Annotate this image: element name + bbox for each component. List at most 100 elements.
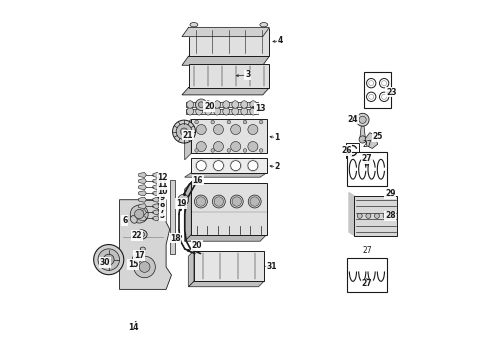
Polygon shape [182, 28, 269, 37]
Circle shape [359, 116, 366, 123]
Polygon shape [185, 183, 191, 241]
Text: 11: 11 [157, 180, 168, 189]
Ellipse shape [136, 230, 147, 239]
Ellipse shape [232, 101, 239, 108]
Circle shape [356, 113, 369, 126]
Text: 25: 25 [372, 132, 383, 141]
Ellipse shape [190, 23, 198, 27]
Circle shape [248, 161, 258, 171]
Polygon shape [139, 197, 147, 202]
Ellipse shape [187, 101, 194, 108]
Text: 3: 3 [245, 71, 250, 80]
Text: 9: 9 [160, 193, 165, 202]
Bar [347, 152, 387, 186]
Text: 19: 19 [176, 199, 186, 208]
Circle shape [227, 149, 231, 152]
Ellipse shape [241, 108, 247, 115]
Text: 21: 21 [182, 131, 193, 140]
Ellipse shape [196, 101, 202, 108]
Circle shape [212, 195, 225, 208]
Bar [354, 196, 397, 235]
Text: 28: 28 [385, 211, 395, 220]
Text: 2: 2 [275, 162, 280, 171]
Text: 12: 12 [157, 174, 168, 183]
Circle shape [211, 149, 215, 152]
Ellipse shape [250, 101, 257, 108]
Bar [186, 102, 258, 107]
Polygon shape [153, 216, 159, 221]
Bar [191, 183, 267, 235]
Text: 30: 30 [100, 258, 110, 267]
Text: 10: 10 [157, 187, 168, 196]
Ellipse shape [232, 108, 239, 115]
Text: 23: 23 [386, 87, 396, 96]
Circle shape [231, 161, 241, 171]
Circle shape [232, 197, 242, 206]
Circle shape [367, 78, 376, 88]
Polygon shape [139, 172, 147, 177]
Circle shape [379, 92, 389, 102]
Bar [347, 258, 387, 292]
Circle shape [196, 141, 206, 152]
Text: 18: 18 [170, 234, 180, 243]
Ellipse shape [241, 101, 247, 108]
Circle shape [195, 195, 207, 208]
Bar [194, 251, 264, 281]
Bar [346, 143, 359, 158]
Polygon shape [153, 172, 159, 177]
Polygon shape [153, 204, 159, 209]
Ellipse shape [260, 23, 268, 27]
Text: 8: 8 [160, 200, 165, 209]
Bar [364, 72, 391, 108]
Circle shape [103, 254, 114, 265]
Polygon shape [185, 173, 267, 177]
Text: 7: 7 [160, 206, 165, 215]
Ellipse shape [187, 108, 194, 115]
Circle shape [231, 141, 241, 152]
Text: 14: 14 [128, 323, 138, 332]
Circle shape [383, 213, 388, 219]
Circle shape [248, 195, 261, 208]
Circle shape [180, 128, 188, 135]
Polygon shape [139, 216, 147, 221]
Circle shape [379, 78, 389, 88]
Circle shape [243, 149, 247, 152]
Circle shape [172, 120, 196, 143]
Circle shape [107, 257, 111, 262]
Circle shape [231, 125, 241, 135]
Bar [189, 28, 269, 56]
Circle shape [359, 136, 366, 143]
Circle shape [98, 249, 120, 270]
Circle shape [196, 125, 206, 135]
Polygon shape [185, 235, 267, 241]
Circle shape [248, 141, 258, 152]
Circle shape [214, 141, 223, 152]
Circle shape [366, 213, 371, 219]
Text: 17: 17 [134, 251, 145, 260]
Circle shape [135, 257, 139, 261]
Polygon shape [189, 251, 194, 287]
Circle shape [178, 194, 189, 205]
Polygon shape [139, 204, 147, 209]
Polygon shape [139, 191, 147, 196]
Circle shape [198, 102, 204, 108]
Circle shape [382, 81, 387, 86]
Polygon shape [153, 185, 159, 190]
Text: 6: 6 [122, 216, 127, 225]
Circle shape [214, 197, 223, 206]
Circle shape [259, 120, 263, 124]
Text: 27: 27 [362, 279, 372, 288]
Polygon shape [153, 191, 159, 196]
Polygon shape [185, 119, 191, 160]
Ellipse shape [205, 101, 212, 108]
Text: 15: 15 [128, 260, 138, 269]
Circle shape [227, 120, 231, 124]
Circle shape [214, 161, 223, 171]
Polygon shape [139, 210, 147, 215]
Polygon shape [189, 281, 264, 287]
Circle shape [248, 125, 258, 135]
Circle shape [135, 210, 144, 219]
Polygon shape [139, 185, 147, 190]
Bar [189, 64, 269, 87]
Text: 1: 1 [275, 133, 280, 142]
